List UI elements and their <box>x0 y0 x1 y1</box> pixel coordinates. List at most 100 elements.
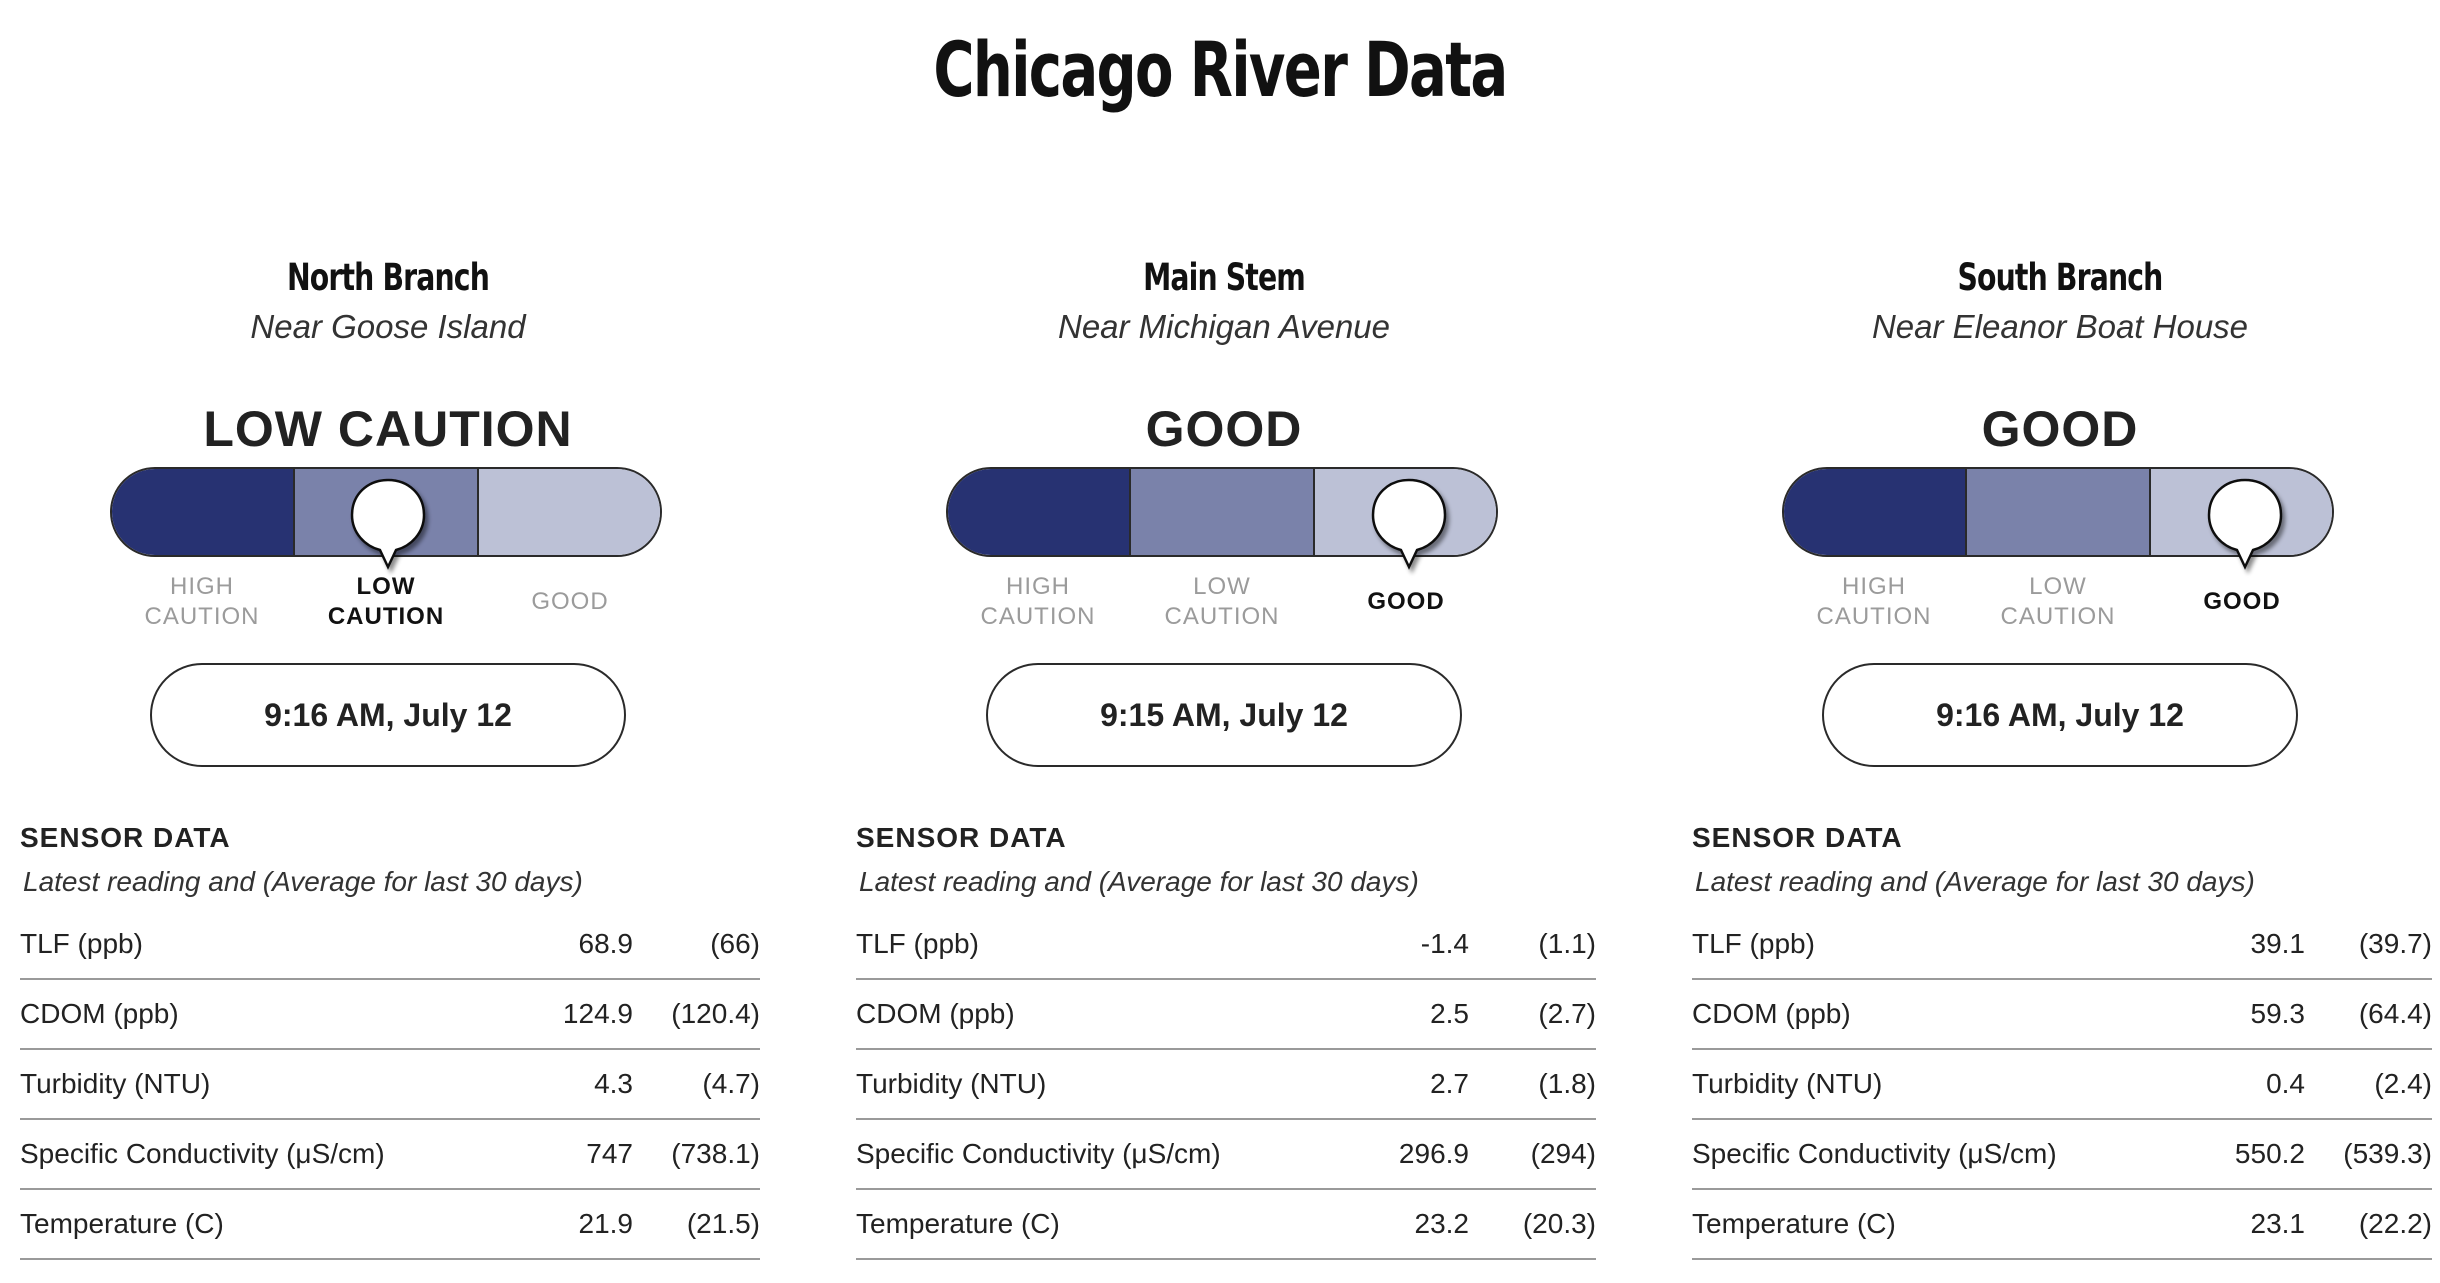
status-gauge: HIGH CAUTION LOW CAUTION GOOD <box>110 467 666 633</box>
average-reading: (66) <box>710 928 760 959</box>
table-row: Temperature (C) 23.1 (22.2) <box>1692 1190 2432 1260</box>
metric-name: Temperature (C) <box>1692 1208 1896 1239</box>
gauge-segment-good <box>476 469 660 555</box>
metric-name: CDOM (ppb) <box>856 998 1015 1029</box>
average-reading: (21.5) <box>686 1208 760 1239</box>
table-row: Specific Conductivity (μS/cm) 550.2 (539.3… <box>1692 1120 2432 1190</box>
sensor-data-subtitle: Latest reading and (Average for last 30 … <box>859 866 1419 897</box>
latest-reading: 23.1 <box>2250 1208 2306 1239</box>
table-row: Turbidity (NTU) 4.3 (4.7) <box>20 1050 760 1120</box>
metric-name: Turbidity (NTU) <box>1692 1068 1883 1099</box>
sensor-data-subtitle: Latest reading and (Average for last 30 … <box>1695 866 2255 897</box>
latest-reading: 0.4 <box>2266 1068 2305 1099</box>
location-pin-icon <box>2206 477 2284 573</box>
status-gauge: HIGH CAUTION LOW CAUTION GOOD <box>946 467 1502 633</box>
gauge-label-high-caution: HIGH CAUTION <box>980 573 1096 630</box>
metric-name: CDOM (ppb) <box>20 998 179 1029</box>
average-reading: (2.7) <box>1538 998 1596 1029</box>
metric-name: Temperature (C) <box>20 1208 224 1239</box>
station-south-branch: South Branch Near Eleanor Boat House GOO… <box>1690 255 2430 767</box>
sensor-data-main-stem: SENSOR DATA Latest reading and (Average … <box>856 820 1596 1260</box>
metric-name: TLF (ppb) <box>20 928 143 959</box>
station-header: South Branch Near Eleanor Boat House <box>1690 255 2430 347</box>
average-reading: (22.2) <box>2358 1208 2432 1239</box>
average-reading: (1.8) <box>1538 1068 1596 1099</box>
metric-name: Specific Conductivity (μS/cm) <box>1692 1138 2057 1169</box>
metric-name: Temperature (C) <box>856 1208 1060 1239</box>
gauge-segment-low-caution <box>1965 469 2149 555</box>
table-row: Temperature (C) 23.2 (20.3) <box>856 1190 1596 1260</box>
sensor-table: TLF (ppb) -1.4 (1.1) CDOM (ppb) 2.5 (2.7) Turb… <box>856 910 1596 1260</box>
table-row: TLF (ppb) 68.9 (66) <box>20 910 760 980</box>
table-row: Specific Conductivity (μS/cm) 296.9 (294) <box>856 1120 1596 1190</box>
page-title: Chicago River Data <box>933 25 1508 114</box>
average-reading: (1.1) <box>1538 928 1596 959</box>
latest-reading: 550.2 <box>2234 1138 2305 1169</box>
average-reading: (39.7) <box>2358 928 2432 959</box>
sensor-data-north-branch: SENSOR DATA Latest reading and (Average … <box>20 820 760 1260</box>
sensor-data-south-branch: SENSOR DATA Latest reading and (Average … <box>1692 820 2432 1260</box>
gauge-label-good: GOOD <box>2203 588 2281 615</box>
sensor-table: TLF (ppb) 39.1 (39.7) CDOM (ppb) 59.3 (64.4) T… <box>1692 910 2432 1260</box>
metric-name: Specific Conductivity (μS/cm) <box>20 1138 385 1169</box>
station-location: Near Goose Island <box>250 308 526 345</box>
reading-time-pill: 9:16 AM, July 12 <box>150 663 626 767</box>
metric-name: TLF (ppb) <box>856 928 979 959</box>
gauge-label-high-caution: HIGH CAUTION <box>1816 573 1932 630</box>
gauge-label-good: GOOD <box>531 588 609 615</box>
gauge-label-good: GOOD <box>1367 588 1445 615</box>
status-label: LOW CAUTION <box>203 401 573 457</box>
gauge-segment-low-caution <box>1129 469 1313 555</box>
latest-reading: 39.1 <box>2250 928 2306 959</box>
status-label: GOOD <box>1981 401 2139 457</box>
gauge-label-low-caution: LOW CAUTION <box>327 573 445 630</box>
status-label: GOOD <box>1145 401 1303 457</box>
average-reading: (20.3) <box>1522 1208 1596 1239</box>
table-row: CDOM (ppb) 2.5 (2.7) <box>856 980 1596 1050</box>
gauge-label-low-caution: LOW CAUTION <box>2000 573 2116 630</box>
table-row: CDOM (ppb) 59.3 (64.4) <box>1692 980 2432 1050</box>
sensor-data-title: SENSOR DATA <box>856 822 1067 853</box>
station-north-branch: North Branch Near Goose Island LOW CAUTI… <box>18 255 758 767</box>
gauge-labels: HIGH CAUTION LOW CAUTION GOOD <box>110 571 662 633</box>
latest-reading: 23.2 <box>1414 1208 1470 1239</box>
sensor-data-subtitle: Latest reading and (Average for last 30 … <box>23 866 583 897</box>
sensor-data-title: SENSOR DATA <box>20 822 231 853</box>
gauge-bar <box>1782 467 2334 557</box>
reading-time-pill: 9:15 AM, July 12 <box>986 663 1462 767</box>
table-row: Turbidity (NTU) 0.4 (2.4) <box>1692 1050 2432 1120</box>
metric-name: Turbidity (NTU) <box>856 1068 1047 1099</box>
average-reading: (539.3) <box>2343 1138 2432 1169</box>
metric-name: Turbidity (NTU) <box>20 1068 211 1099</box>
gauge-segment-high-caution <box>1784 469 1966 555</box>
latest-reading: 21.9 <box>578 1208 634 1239</box>
gauge-segment-high-caution <box>948 469 1130 555</box>
average-reading: (2.4) <box>2374 1068 2432 1099</box>
latest-reading: 68.9 <box>578 928 634 959</box>
gauge-labels: HIGH CAUTION LOW CAUTION GOOD <box>946 571 1498 633</box>
table-row: TLF (ppb) -1.4 (1.1) <box>856 910 1596 980</box>
station-location: Near Michigan Avenue <box>1057 308 1391 345</box>
table-row: TLF (ppb) 39.1 (39.7) <box>1692 910 2432 980</box>
gauge-label-low-caution: LOW CAUTION <box>1164 573 1280 630</box>
location-pin-icon <box>349 477 427 573</box>
station-location: Near Eleanor Boat House <box>1871 308 2249 345</box>
latest-reading: 4.3 <box>594 1068 633 1099</box>
metric-name: CDOM (ppb) <box>1692 998 1851 1029</box>
gauge-labels: HIGH CAUTION LOW CAUTION GOOD <box>1782 571 2334 633</box>
latest-reading: 2.5 <box>1430 998 1469 1029</box>
sensor-data-title: SENSOR DATA <box>1692 822 1903 853</box>
station-main-stem: Main Stem Near Michigan Avenue GOOD HIGH… <box>854 255 1594 767</box>
latest-reading: 59.3 <box>2250 998 2306 1029</box>
station-header: Main Stem Near Michigan Avenue <box>854 255 1594 347</box>
metric-name: Specific Conductivity (μS/cm) <box>856 1138 1221 1169</box>
table-row: Turbidity (NTU) 2.7 (1.8) <box>856 1050 1596 1120</box>
gauge-segment-high-caution <box>112 469 294 555</box>
latest-reading: 747 <box>586 1138 633 1169</box>
table-row: CDOM (ppb) 124.9 (120.4) <box>20 980 760 1050</box>
reading-time-pill: 9:16 AM, July 12 <box>1822 663 2298 767</box>
latest-reading: 296.9 <box>1398 1138 1469 1169</box>
average-reading: (738.1) <box>671 1138 760 1169</box>
sensor-table: TLF (ppb) 68.9 (66) CDOM (ppb) 124.9 (120.4) T… <box>20 910 760 1260</box>
latest-reading: 2.7 <box>1430 1068 1469 1099</box>
